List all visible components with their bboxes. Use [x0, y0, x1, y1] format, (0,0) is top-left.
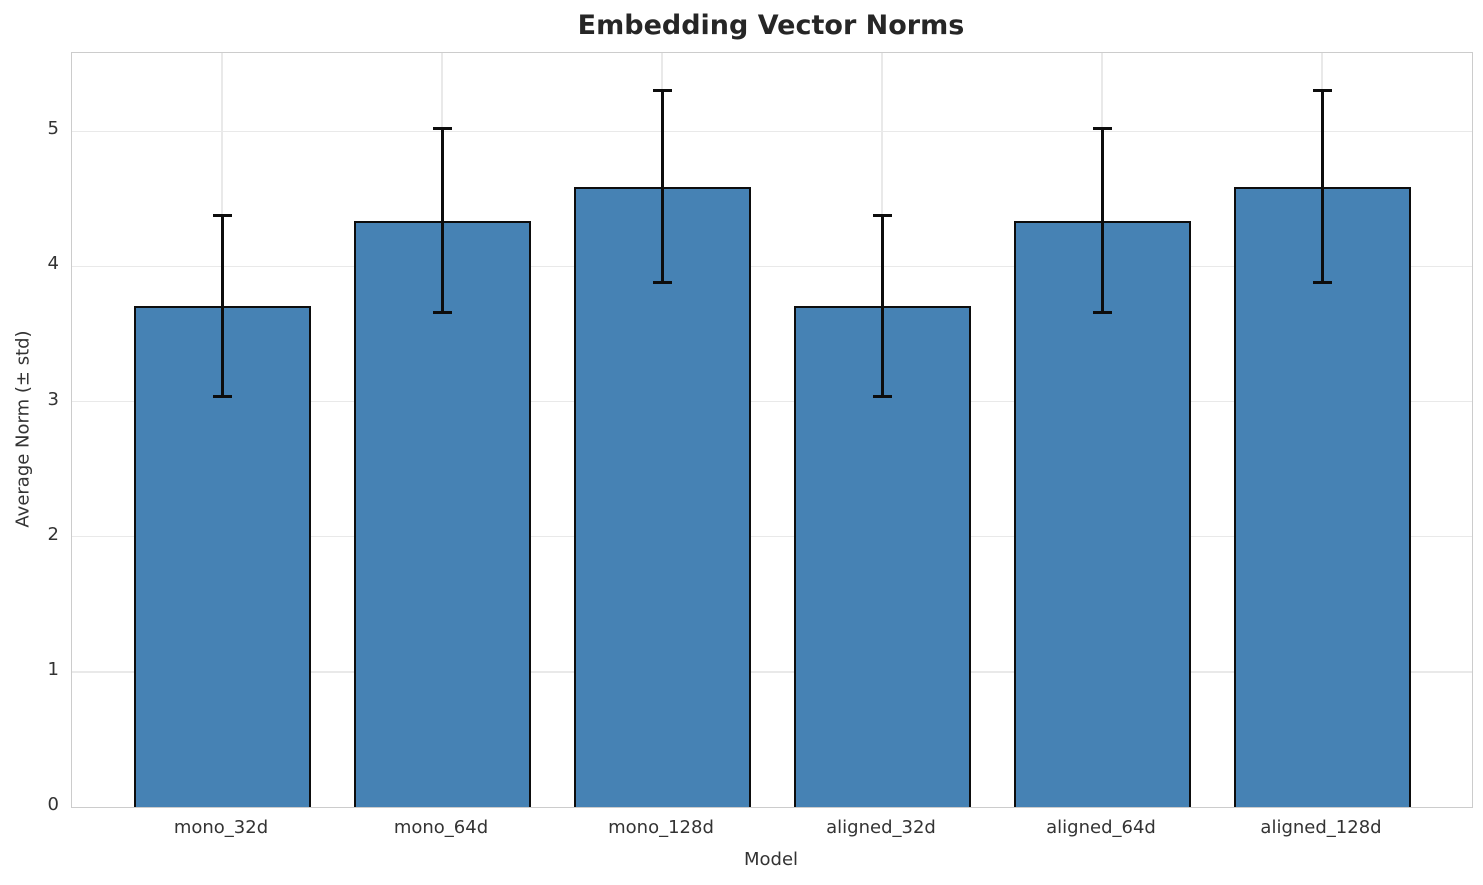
error-bar-line: [220, 215, 224, 397]
bar: [573, 186, 751, 807]
error-bar-cap-top: [1312, 89, 1332, 93]
x-tick-label: mono_64d: [393, 817, 489, 838]
error-bar-cap-top: [212, 213, 232, 217]
error-bar-cap-bottom: [1312, 281, 1332, 285]
y-tick-label: 5: [47, 118, 59, 140]
error-bar-cap-bottom: [1092, 310, 1112, 314]
gridline-horizontal: [72, 536, 1472, 538]
error-bar-cap-bottom: [212, 394, 232, 398]
error-bar-cap-top: [432, 127, 452, 131]
y-tick-label: 1: [47, 658, 59, 680]
x-tick-label: aligned_64d: [1046, 817, 1156, 838]
bar: [1013, 220, 1191, 807]
error-bar-line: [1100, 128, 1104, 313]
x-tick-label: aligned_128d: [1260, 817, 1382, 838]
y-axis-label: Average Norm (± std): [12, 330, 34, 528]
chart-title: Embedding Vector Norms: [577, 10, 965, 41]
error-bar-cap-top: [872, 213, 892, 217]
gridline-horizontal: [72, 400, 1472, 403]
bar: [1233, 186, 1411, 807]
error-bar-cap-bottom: [872, 394, 892, 398]
error-bar-line: [660, 90, 664, 283]
y-tick-label: 3: [47, 388, 59, 410]
error-bar-cap-top: [652, 89, 672, 93]
gridline-horizontal: [72, 130, 1472, 133]
x-tick-label: aligned_32d: [826, 817, 936, 838]
gridline-horizontal: [72, 671, 1472, 673]
error-bar-line: [880, 215, 884, 397]
y-tick-label: 0: [47, 794, 59, 815]
y-tick-label: 4: [47, 253, 59, 275]
plot-area: [71, 52, 1473, 808]
x-tick-label: mono_128d: [608, 817, 714, 838]
x-axis-label: Model: [743, 849, 799, 870]
gridline-horizontal: [72, 265, 1472, 268]
bar: [353, 220, 531, 807]
error-bar-cap-bottom: [652, 281, 672, 285]
y-tick-label: 2: [47, 523, 59, 545]
error-bar-line: [1320, 90, 1324, 283]
error-bar-cap-bottom: [432, 310, 452, 314]
x-tick-label: mono_32d: [173, 817, 269, 838]
error-bar-cap-top: [1092, 127, 1112, 131]
error-bar-line: [440, 128, 444, 313]
